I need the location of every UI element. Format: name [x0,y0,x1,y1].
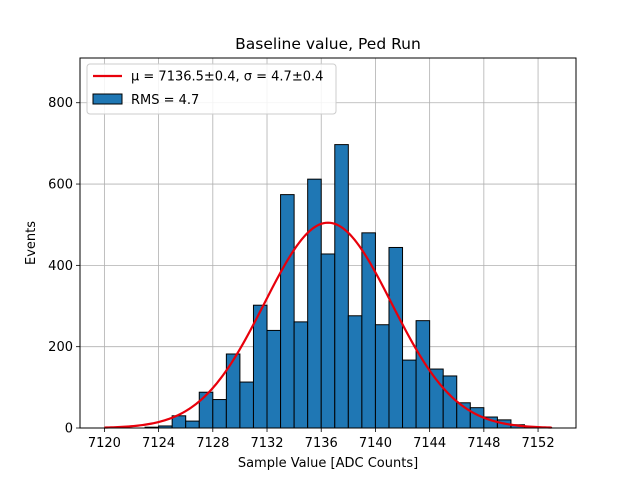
legend-histogram-swatch [92,93,123,105]
ticks-layer: 7120 7124 7128 7132 7136 7140 7144 7148 7152 0 200… [48,96,554,451]
histogram-bar [280,194,295,429]
x-tick-label: 7120 [88,436,121,451]
y-axis-title: Events [24,221,39,265]
x-tick-label: 7128 [196,436,229,451]
legend-box [86,63,337,115]
x-tick-label: 7136 [305,436,338,451]
gaussian-fit-curve [104,221,552,429]
histogram-bar [212,399,227,429]
x-tick-label: 7144 [413,436,446,451]
x-tick-label: 7152 [522,436,555,451]
histogram-bar [307,178,322,429]
y-tick-label: 200 [48,340,73,355]
x-tick-label: 7132 [250,436,283,451]
histogram-bar [402,359,417,429]
x-tick-label: 7140 [359,436,392,451]
chart-title: Baseline value, Ped Run [235,35,421,53]
histogram-bar [334,144,349,429]
histogram-bar [252,304,268,429]
x-tick-label: 7148 [467,436,500,451]
histogram-bar [225,353,241,429]
histogram-bar [266,329,282,429]
histogram-bar [320,253,336,429]
y-tick-label: 600 [48,178,73,193]
x-tick-label: 7124 [142,436,175,451]
histogram-bar [239,381,254,429]
histogram-bar [415,320,431,429]
histogram-bar [347,315,363,429]
legend-histogram-label: RMS = 4.7 [131,93,199,108]
histogram-bar [442,375,458,429]
y-tick-label: 800 [48,96,73,111]
x-axis-title: Sample Value [ADC Counts] [238,456,418,471]
y-tick-label: 400 [48,259,73,274]
histogram-bar [429,368,444,429]
histogram-bar [293,321,309,429]
histogram-bar [388,246,404,429]
y-tick-label: 0 [65,422,73,437]
plot-frame [79,57,577,429]
fit-layer [104,221,552,429]
histogram-bar [374,324,390,429]
histogram-bar [185,420,200,429]
legend: μ = 7136.5±0.4, σ = 4.7±0.4 RMS = 4.7 [86,63,337,115]
bars-layer [144,144,553,429]
histogram-bar [198,391,214,429]
legend-fit-label: μ = 7136.5±0.4, σ = 4.7±0.4 [131,70,323,85]
